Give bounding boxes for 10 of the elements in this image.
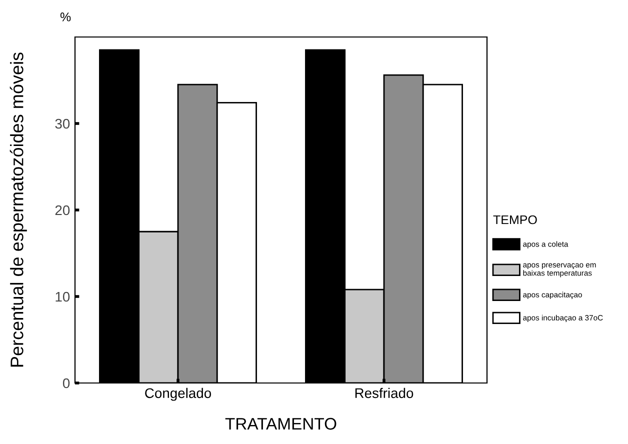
y-axis-title: Percentual de espermatozóides móveis [10,52,27,367]
y-tick-label: 0 [62,378,70,388]
y-tick-label: 10 [56,292,70,302]
x-axis-title: TRATAMENTO [225,418,336,430]
x-tick-label: Resfriado [355,388,414,398]
text: % [60,12,71,22]
y-tick-label: 20 [55,205,70,216]
legend-title: TEMPO [493,215,537,224]
y-tick-label: 30 [55,118,70,129]
x-tick-label: Congelado [145,388,212,401]
